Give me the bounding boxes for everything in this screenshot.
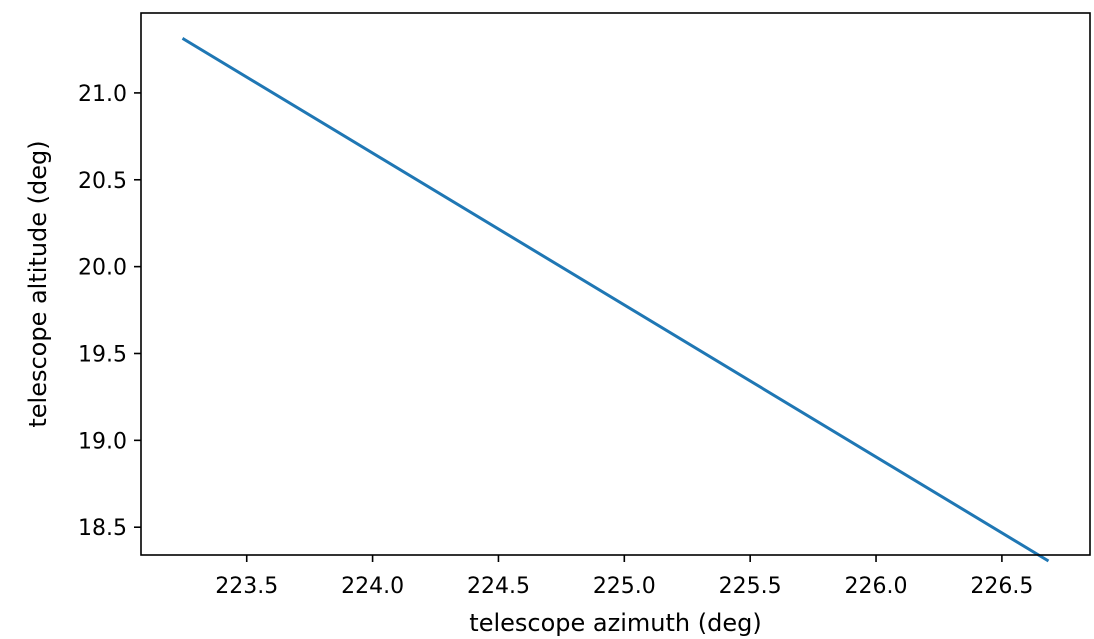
x-tick-label: 224.5 [467, 574, 530, 599]
plot-frame [140, 12, 1091, 556]
y-tick-label: 19.5 [78, 342, 127, 367]
x-tick-label: 225.5 [719, 574, 782, 599]
series-line-0 [181, 37, 1050, 563]
series-layer [181, 37, 1050, 563]
x-tick-label: 224.0 [341, 574, 404, 599]
y-tick-label: 18.5 [78, 516, 127, 541]
y-tick-label: 20.0 [78, 256, 127, 281]
x-tick-label: 225.0 [593, 574, 656, 599]
y-axis-label: telescope altitude (deg) [24, 140, 52, 427]
x-axis-label: telescope azimuth (deg) [469, 609, 761, 637]
y-tick-label: 21.0 [78, 82, 127, 107]
plot-area [140, 12, 1091, 563]
x-tick-label: 223.5 [215, 574, 278, 599]
y-tick-label: 19.0 [78, 429, 127, 454]
x-tick-label: 226.5 [970, 574, 1033, 599]
x-axis: 223.5 224.0 224.5 225.0 225.5 226.0 226.5 [215, 555, 1033, 599]
x-tick-label: 226.0 [845, 574, 908, 599]
y-axis: 18.5 19.0 19.5 20.0 20.5 21.0 [78, 82, 141, 541]
y-tick-label: 20.5 [78, 169, 127, 194]
